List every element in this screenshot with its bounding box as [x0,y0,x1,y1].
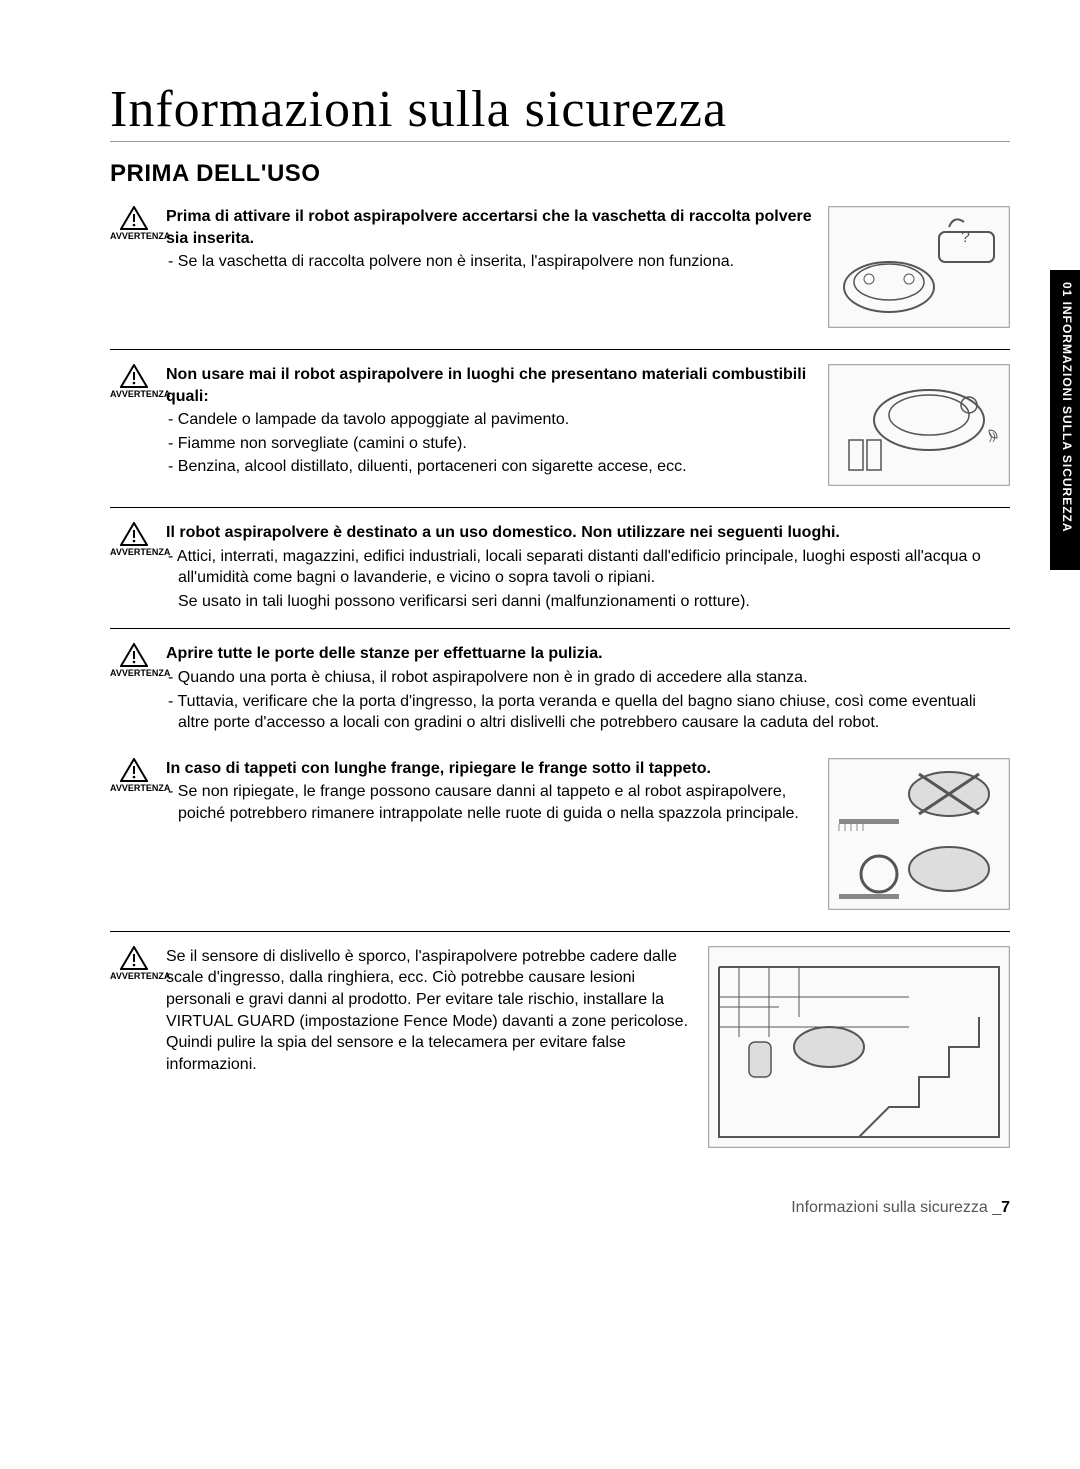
carpet-fringe-illustration [828,758,1010,910]
warning-icon-column: AVVERTENZA [110,758,158,794]
warning-text: Se il sensore di dislivello è sporco, l'… [158,946,690,1076]
warning-text: Aprire tutte le porte delle stanze per e… [158,643,1010,733]
warning-triangle-icon [120,522,148,546]
warning-item-text: Benzina, alcool distillato, diluenti, po… [178,458,687,475]
warning-extra-text: Se usato in tali luoghi possono verifica… [166,591,1010,613]
warning-block: AVVERTENZA In caso di tappeti con lunghe… [110,750,1010,932]
warning-item: - Se non ripiegate, le frange possono ca… [166,781,820,824]
warning-block: AVVERTENZA Prima di attivare il robot as… [110,198,1010,350]
warning-icon-column: AVVERTENZA [110,643,158,679]
illustration-column: ? [820,206,1010,333]
warning-item-text: Se non ripiegate, le frange possono caus… [178,783,799,822]
warning-block: AVVERTENZA Se il sensore di dislivello è… [110,938,1010,1169]
warning-item-text: Tuttavia, verificare che la porta d'ingr… [177,693,975,732]
document-page: 01 INFORMAZIONI SULLA SICUREZZA Informaz… [0,0,1080,1469]
chapter-side-tab: 01 INFORMAZIONI SULLA SICUREZZA [1050,270,1080,570]
warning-item-text: Quando una porta è chiusa, il robot aspi… [178,669,808,686]
warning-heading: In caso di tappeti con lunghe frange, ri… [166,758,820,780]
warning-item: - Fiamme non sorvegliate (camini o stufe… [166,433,820,455]
footer-text: Informazioni sulla sicurezza _ [791,1199,1001,1216]
warning-icon-column: AVVERTENZA [110,206,158,242]
svg-text:?: ? [961,229,970,246]
warning-heading: Il robot aspirapolvere è destinato a un … [166,522,1010,544]
warning-icon-column: AVVERTENZA [110,364,158,400]
page-footer: Informazioni sulla sicurezza _7 [110,1199,1010,1217]
warning-text: Prima di attivare il robot aspirapolvere… [158,206,820,273]
warning-block: AVVERTENZA Aprire tutte le porte delle s… [110,635,1010,749]
warning-item-text: Attici, interrati, magazzini, edifici in… [177,548,981,587]
dustbin-illustration: ? [828,206,1010,328]
warning-heading: Prima di attivare il robot aspirapolvere… [166,206,820,249]
warning-heading: Aprire tutte le porte delle stanze per e… [166,643,1010,665]
warning-block: AVVERTENZA Non usare mai il robot aspira… [110,356,1010,508]
warning-item: - Se la vaschetta di raccolta polvere no… [166,251,820,273]
illustration-column [820,758,1010,915]
warning-heading: Non usare mai il robot aspirapolvere in … [166,364,820,407]
warning-triangle-icon [120,946,148,970]
warning-triangle-icon [120,206,148,230]
warning-item: - Benzina, alcool distillato, diluenti, … [166,456,820,478]
page-title: Informazioni sulla sicurezza [110,80,1010,142]
illustration-column [690,946,1010,1153]
warning-text: Il robot aspirapolvere è destinato a un … [158,522,1010,612]
section-heading: PRIMA DELL'USO [110,160,1010,188]
warning-text: In caso di tappeti con lunghe frange, ri… [158,758,820,825]
warning-icon-column: AVVERTENZA [110,946,158,982]
warning-plain-text: Se il sensore di dislivello è sporco, l'… [166,946,690,1076]
svg-text:)): )) [989,432,996,443]
illustration-column: )) [820,364,1010,491]
warning-triangle-icon [120,758,148,782]
warning-triangle-icon [120,364,148,388]
warning-item-text: Fiamme non sorvegliate (camini o stufe). [178,435,467,452]
stairs-sensor-illustration [708,946,1010,1148]
page-number: 7 [1001,1199,1010,1216]
warning-text: Non usare mai il robot aspirapolvere in … [158,364,820,478]
combustibles-illustration: )) [828,364,1010,486]
warning-block: AVVERTENZA Il robot aspirapolvere è dest… [110,514,1010,629]
warning-icon-column: AVVERTENZA [110,522,158,558]
warning-item: - Tuttavia, verificare che la porta d'in… [166,691,1010,734]
warning-item: - Attici, interrati, magazzini, edifici … [166,546,1010,589]
warning-item: - Candele o lampade da tavolo appoggiate… [166,409,820,431]
warning-triangle-icon [120,643,148,667]
warning-item-text: Candele o lampade da tavolo appoggiate a… [178,411,569,428]
warning-item-text: Se la vaschetta di raccolta polvere non … [178,253,734,270]
warning-item: - Quando una porta è chiusa, il robot as… [166,667,1010,689]
